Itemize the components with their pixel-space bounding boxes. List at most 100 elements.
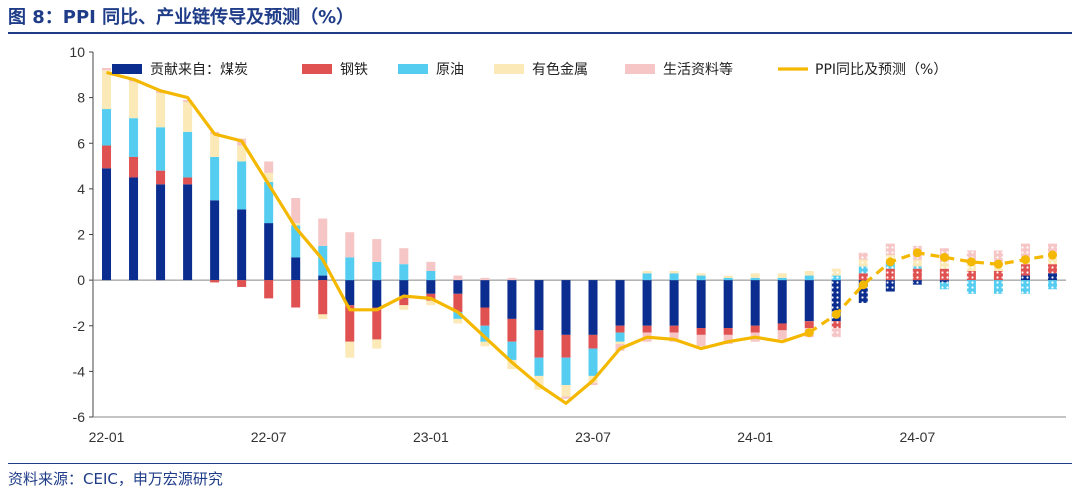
bar-coal <box>534 280 544 331</box>
bar-oil <box>156 127 166 171</box>
bar-steel <box>183 177 193 185</box>
bar-forecast-dots <box>912 280 922 285</box>
bar-forecast-dots <box>939 280 949 283</box>
bar-steel <box>156 170 166 185</box>
bar-consumer <box>399 248 409 265</box>
bar-consumer <box>696 334 706 347</box>
bar-forecast-dots <box>1047 257 1057 265</box>
bar-nonferrous <box>642 271 652 274</box>
bar-coal <box>696 280 706 329</box>
ppi-forecast-point <box>1020 255 1030 265</box>
source-note: 资料来源：CEIC，申万宏源研究 <box>8 470 223 488</box>
ppi-forecast-point <box>804 328 814 338</box>
bar-nonferrous <box>264 172 274 183</box>
bar-steel <box>750 325 760 333</box>
bar-steel <box>669 325 679 333</box>
bar-oil <box>669 273 679 281</box>
y-tick-label: 4 <box>77 181 85 197</box>
ppi-forecast-point <box>912 248 922 258</box>
bar-steel <box>129 156 139 178</box>
bar-coal <box>804 280 814 322</box>
bar-steel <box>399 298 409 306</box>
bar-steel <box>291 280 301 308</box>
bar-forecast-dots <box>858 273 868 281</box>
bar-nonferrous <box>291 223 301 226</box>
bar-coal <box>723 280 733 329</box>
bar-oil <box>345 257 355 281</box>
bar-forecast-dots <box>1047 264 1057 274</box>
bar-forecast-dots <box>1047 243 1057 258</box>
ppi-forecast-point <box>1047 250 1057 260</box>
legend-swatch-coal <box>112 64 142 74</box>
axes: -6 -4 -2 0 2 4 6 8 10 22-01 22-07 23-01 23-07 24-01 24… <box>69 44 1066 445</box>
ppi-chart: -6 -4 -2 0 2 4 6 8 10 22-01 22-07 23-01 23-07 24-01 24… <box>69 44 1066 445</box>
bar-consumer <box>426 261 436 271</box>
legend-label-ppi: PPI同比及预测（%） <box>815 62 947 78</box>
bar-nonferrous <box>426 300 436 306</box>
bar-forecast-dots <box>1020 243 1030 258</box>
bar-nonferrous <box>696 273 706 276</box>
bar-nonferrous <box>210 134 220 157</box>
bar-coal <box>669 280 679 326</box>
legend-label-steel: 钢铁 <box>340 62 368 78</box>
bar-consumer <box>723 334 733 344</box>
bar-coal <box>318 275 328 281</box>
bar-steel <box>102 145 112 169</box>
x-tick-label: 23-01 <box>413 429 449 445</box>
bar-coal <box>345 280 355 306</box>
chart-title: 图 8：PPI 同比、产业链传导及预测（%） <box>8 7 355 28</box>
bar-forecast-dots <box>912 268 922 281</box>
bar-consumer <box>777 330 787 340</box>
bar-coal <box>372 280 382 308</box>
y-tick-label: 6 <box>77 135 85 151</box>
bar-oil <box>291 225 301 258</box>
bar-forecast-dots <box>939 268 949 281</box>
x-tick-label: 22-01 <box>89 429 125 445</box>
bar-coal <box>615 280 625 326</box>
bar-forecast-dots <box>885 268 895 281</box>
ppi-forecast-point <box>858 280 868 290</box>
bar-nonferrous <box>777 273 787 278</box>
bar-coal <box>777 280 787 324</box>
bar-consumer <box>372 239 382 262</box>
y-tick-label: 8 <box>77 90 85 106</box>
bar-steel <box>372 307 382 340</box>
bar-oil <box>210 156 220 201</box>
x-tick-label: 22-07 <box>251 429 287 445</box>
bar-oil <box>237 161 247 210</box>
y-tick-label: -6 <box>73 409 86 425</box>
bar-nonferrous <box>318 314 328 319</box>
bar-oil <box>642 273 652 281</box>
bar-oil <box>561 357 571 386</box>
bar-oil <box>372 261 382 281</box>
ppi-forecast-point <box>993 259 1003 269</box>
bar-steel <box>453 293 463 313</box>
bar-oil <box>588 348 598 376</box>
bar-forecast-dots <box>966 280 976 294</box>
bar-forecast-dots <box>1047 280 1057 290</box>
ppi-forecast-point <box>939 252 949 262</box>
bar-consumer <box>318 218 328 246</box>
bar-consumer <box>102 67 112 71</box>
bar-consumer <box>183 99 193 103</box>
bar-steel <box>561 334 571 358</box>
bar-forecast-dots <box>858 266 868 274</box>
bar-nonferrous <box>615 341 625 344</box>
bar-coal <box>588 280 598 335</box>
bar-forecast-dots <box>966 264 976 271</box>
bar-coal <box>264 223 274 281</box>
bar-forecast-dots <box>831 275 841 281</box>
bar-steel <box>615 325 625 333</box>
bar-nonferrous <box>453 318 463 324</box>
bar-steel <box>507 318 517 342</box>
legend-swatch-consumer <box>625 64 655 74</box>
bar-nonferrous <box>534 375 544 390</box>
bar-nonferrous <box>399 305 409 310</box>
bar-steel <box>642 325 652 333</box>
ppi-actual-line <box>106 70 810 405</box>
bar-steel <box>588 334 598 349</box>
legend-swatch-steel <box>302 64 332 74</box>
x-tick-label: 24-07 <box>899 429 935 445</box>
bar-steel <box>345 305 355 342</box>
bar-nonferrous <box>183 102 193 132</box>
